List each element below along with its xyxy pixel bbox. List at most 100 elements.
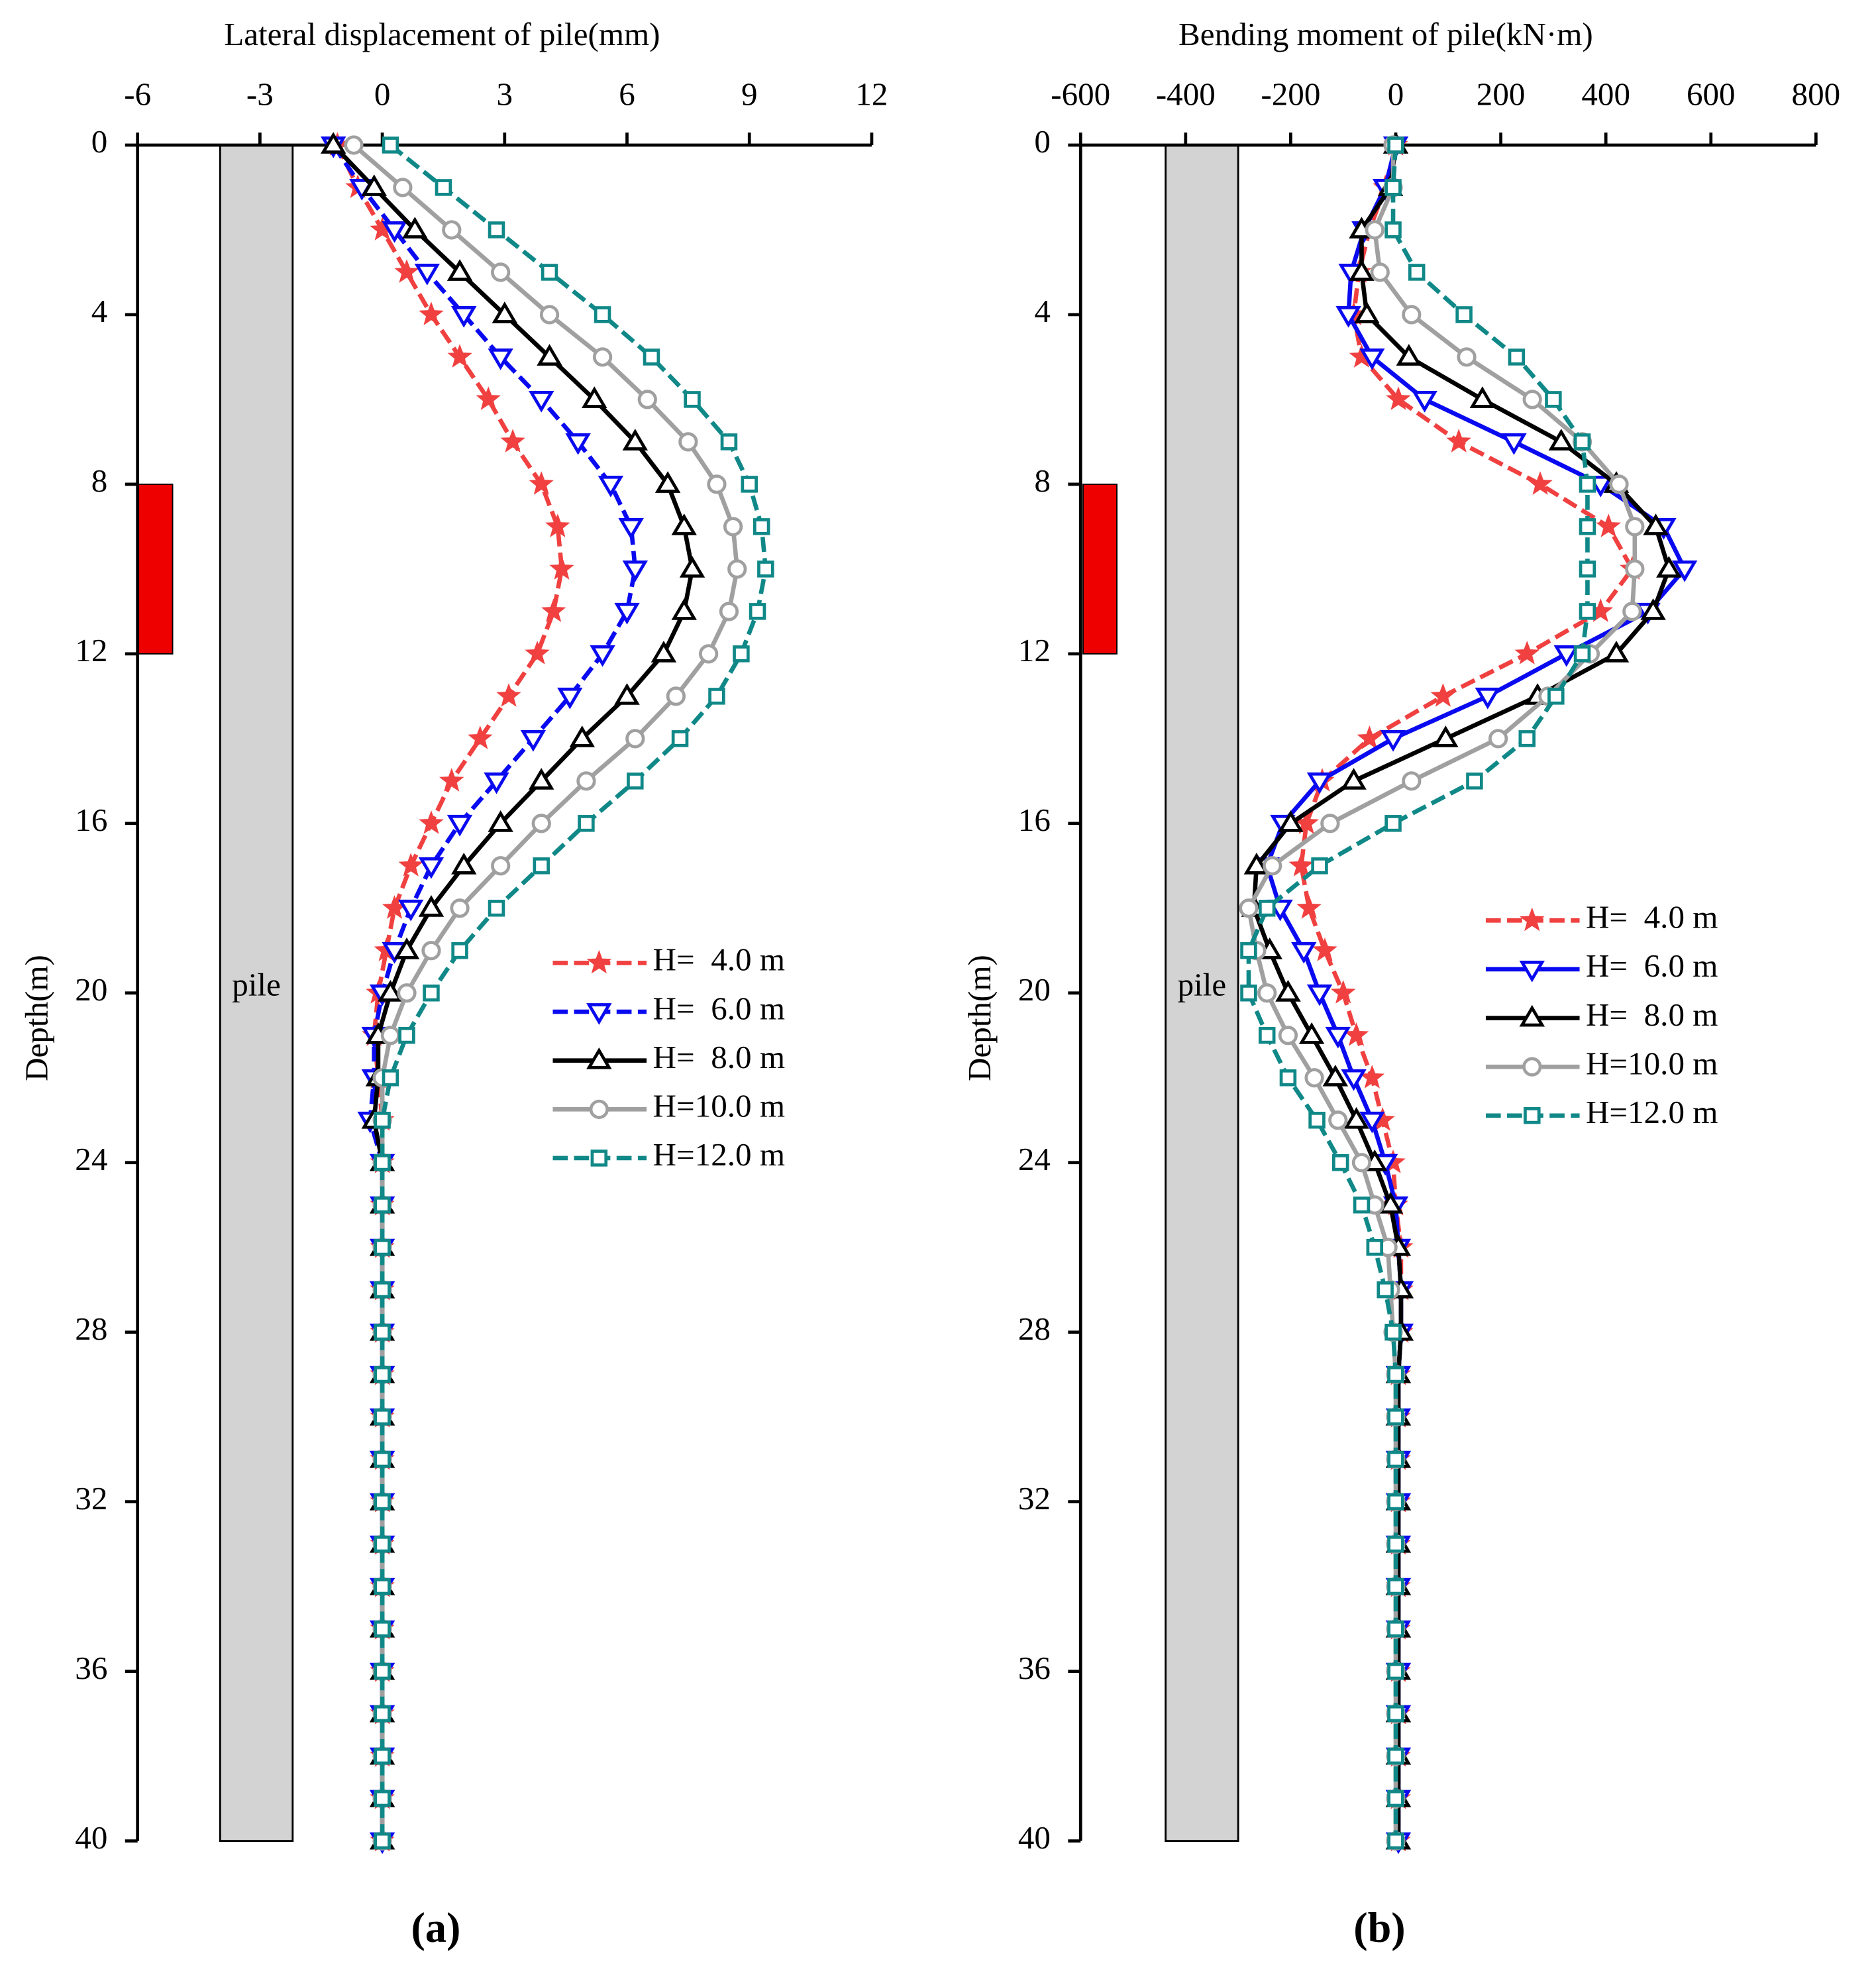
marker [1457, 347, 1477, 367]
marker [569, 725, 596, 747]
marker [1308, 1112, 1326, 1129]
marker [1387, 1790, 1404, 1807]
marker [374, 1365, 391, 1383]
marker [533, 857, 550, 875]
marker [618, 517, 644, 540]
legend-label: H= 8.0 m [653, 1039, 785, 1075]
marker [488, 810, 513, 832]
marker [1387, 1662, 1404, 1680]
marker [1446, 429, 1471, 453]
pile [219, 144, 294, 1843]
y-tick-label: 24 [75, 1141, 107, 1177]
x-tick-label: 9 [741, 76, 758, 113]
marker [741, 476, 758, 493]
marker [1547, 688, 1565, 705]
x-tick-label: 0 [374, 76, 391, 113]
marker [1279, 1069, 1297, 1087]
x-tick-label: 800 [1792, 76, 1841, 113]
marker [594, 306, 611, 323]
marker [374, 1323, 391, 1341]
marker [1298, 1022, 1325, 1044]
marker [1304, 1068, 1324, 1088]
panel-label: (a) [411, 1904, 461, 1951]
marker [1330, 980, 1356, 1004]
marker [1573, 645, 1591, 663]
marker [1243, 853, 1270, 875]
marker [378, 980, 403, 1002]
x-axis-title: Bending moment of pile(kN·m) [1178, 16, 1593, 52]
marker [1387, 1535, 1404, 1553]
marker [1656, 556, 1682, 578]
marker [1296, 895, 1322, 919]
legend-label: H=10.0 m [1586, 1045, 1718, 1081]
marker [708, 688, 725, 705]
y-tick-label: 8 [1034, 462, 1051, 499]
marker [1335, 305, 1361, 328]
marker [1402, 305, 1422, 325]
marker [1320, 814, 1340, 833]
marker [707, 474, 727, 494]
marker [541, 264, 558, 281]
marker [699, 644, 719, 664]
x-tick-label: -6 [124, 76, 151, 113]
marker [442, 220, 462, 240]
marker [374, 1578, 391, 1595]
marker [1240, 942, 1257, 959]
marker [1380, 729, 1406, 752]
marker [394, 259, 419, 283]
marker [719, 602, 739, 621]
marker [1545, 391, 1562, 408]
marker [1343, 1022, 1369, 1046]
y-tick-label: 16 [1018, 802, 1051, 838]
marker [1387, 1365, 1404, 1383]
marker [374, 1281, 391, 1299]
marker [1312, 937, 1337, 961]
marker [1384, 221, 1402, 239]
marker [531, 814, 551, 833]
marker [402, 217, 428, 239]
legend-marker [586, 1047, 612, 1069]
marker [488, 348, 513, 370]
marker [414, 264, 441, 286]
marker [451, 853, 477, 875]
marker [1343, 1106, 1369, 1129]
marker [1311, 857, 1328, 875]
marker [1475, 687, 1501, 710]
marker [1387, 1578, 1404, 1595]
x-tick-label: 0 [1388, 76, 1404, 113]
marker [520, 729, 547, 752]
marker [557, 687, 583, 710]
marker [398, 1027, 415, 1044]
marker [1625, 517, 1645, 537]
marker [492, 301, 518, 323]
marker [733, 645, 750, 663]
marker [374, 1747, 391, 1765]
marker [1341, 768, 1367, 790]
marker [1596, 513, 1621, 537]
marker [627, 773, 644, 790]
y-tick-label: 28 [1018, 1311, 1051, 1347]
marker [1328, 1110, 1348, 1130]
marker [1501, 433, 1527, 455]
marker [1387, 1408, 1404, 1426]
x-tick-label: 400 [1581, 76, 1630, 113]
marker [1387, 1832, 1404, 1850]
marker [1469, 386, 1496, 408]
marker [757, 561, 774, 578]
marker [723, 517, 743, 537]
marker [1240, 985, 1257, 1002]
marker [1354, 301, 1380, 323]
marker [393, 178, 413, 197]
marker [1365, 220, 1384, 240]
x-tick-label: -400 [1156, 76, 1216, 113]
marker [446, 259, 473, 281]
marker [382, 136, 399, 154]
marker [545, 513, 570, 537]
marker [439, 768, 464, 792]
y-tick-label: 40 [1018, 1819, 1051, 1856]
pile-label: pile [232, 966, 281, 1002]
marker [374, 1450, 391, 1468]
panel-label: (b) [1353, 1904, 1405, 1951]
marker [1384, 815, 1402, 832]
marker [1291, 941, 1317, 964]
